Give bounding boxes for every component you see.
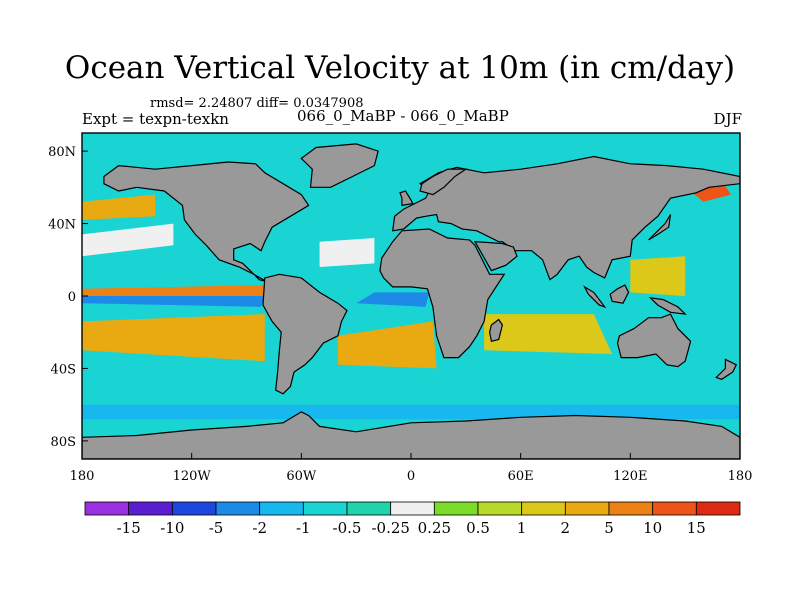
land-uk (399, 190, 414, 207)
colorbar-label-1: -10 (160, 519, 184, 537)
land-antarctica (82, 411, 740, 459)
colorbar-label-12: 10 (643, 519, 662, 537)
ocean-field-6 (82, 375, 740, 401)
lon-tick-label-0: 180 (70, 469, 95, 484)
land-borneo (609, 284, 630, 304)
experiment-label: Expt = texpn-texkn (82, 110, 229, 128)
colorbar-swatch-14 (695, 501, 741, 516)
land-sumatra (583, 285, 607, 309)
colorbar: -15 -10 -5 -2 -1 -0.5 -0.25 0.25 0.5 1 2 5 10 15 (84, 501, 741, 537)
colorbar-swatch-11 (564, 501, 610, 516)
stats-label: rmsd= 2.24807 diff= 0.0347908 (150, 96, 364, 111)
lat-tick-label-3: 40S (51, 362, 76, 377)
land-north-america (103, 161, 310, 283)
colorbar-label-6: -0.25 (371, 519, 409, 537)
colorbar-label-0: -15 (117, 519, 141, 537)
ocean-field-12 (630, 256, 686, 296)
land-arabia (473, 241, 518, 272)
lon-tick-label-6: 180 (728, 469, 753, 484)
colorbar-swatch-12 (608, 501, 654, 516)
colorbar-label-10: 2 (561, 519, 571, 537)
colorbar-swatch-7 (390, 501, 435, 516)
colorbar-swatch-4 (259, 501, 304, 516)
ocean-fields (82, 180, 740, 420)
ocean-field-8 (82, 223, 174, 257)
land-new-guinea (648, 296, 687, 315)
land-new-zealand (715, 358, 738, 380)
colorbar-label-4: -1 (296, 519, 311, 537)
colorbar-swatch-9 (477, 501, 523, 516)
ocean-field-1 (82, 296, 265, 307)
lon-tick-label-1: 120W (173, 469, 212, 484)
ocean-field-9 (319, 238, 375, 267)
colorbar-swatch-8 (433, 501, 479, 516)
colorbar-label-2: -5 (209, 519, 224, 537)
chart-title: Ocean Vertical Velocity at 10m (in cm/da… (64, 50, 736, 86)
map-area (82, 133, 740, 459)
colorbar-swatch-6 (346, 501, 392, 516)
runs-label: 066_0_MaBP - 066_0_MaBP (297, 107, 509, 125)
colorbar-swatch-5 (302, 501, 348, 516)
colorbar-label-13: 15 (687, 519, 706, 537)
ocean-field-7 (82, 404, 740, 420)
land-masses (82, 143, 740, 459)
ocean-field-5 (484, 314, 613, 354)
colorbar-swatch-0 (84, 501, 130, 516)
colorbar-swatch-3 (215, 501, 261, 516)
lat-tick-label-0: 80N (48, 145, 76, 160)
ocean-field-2 (356, 292, 430, 307)
colorbar-label-3: -2 (252, 519, 267, 537)
land-australia (616, 313, 692, 368)
land-greenland (300, 143, 379, 188)
land-scandinavia-arm (419, 168, 468, 196)
land-africa (379, 228, 506, 359)
land-south-america (262, 273, 348, 395)
lat-tick-label-2: 0 (68, 290, 76, 305)
lon-tick-label-3: 0 (407, 469, 415, 484)
land-japan (648, 214, 672, 241)
season-label: DJF (713, 110, 742, 128)
lon-tick-label-2: 60W (286, 469, 317, 484)
lat-tick-label-4: 80S (51, 435, 76, 450)
ocean-field-3 (82, 314, 265, 362)
colorbar-swatch-13 (652, 501, 697, 516)
colorbar-swatch-10 (521, 501, 566, 516)
colorbar-label-7: 0.25 (418, 519, 451, 537)
colorbar-label-8: 0.5 (466, 519, 490, 537)
colorbar-label-11: 5 (604, 519, 614, 537)
land-madagascar (488, 318, 504, 343)
lat-tick-label-1: 40N (48, 218, 76, 233)
longitude-axis: 180 120W 60W 0 60E 120E 180 (70, 453, 753, 484)
colorbar-label-9: 1 (517, 519, 527, 537)
ocean-field-4 (337, 321, 437, 369)
colorbar-swatch-2 (171, 501, 217, 516)
ocean-field-0 (82, 285, 265, 300)
ocean-field-11 (82, 194, 156, 220)
lon-tick-label-5: 120E (613, 469, 647, 484)
latitude-axis: 80N 40N 0 40S 80S (48, 145, 88, 450)
lon-tick-label-4: 60E (508, 469, 534, 484)
colorbar-label-5: -0.5 (333, 519, 362, 537)
colorbar-swatch-1 (128, 501, 173, 516)
